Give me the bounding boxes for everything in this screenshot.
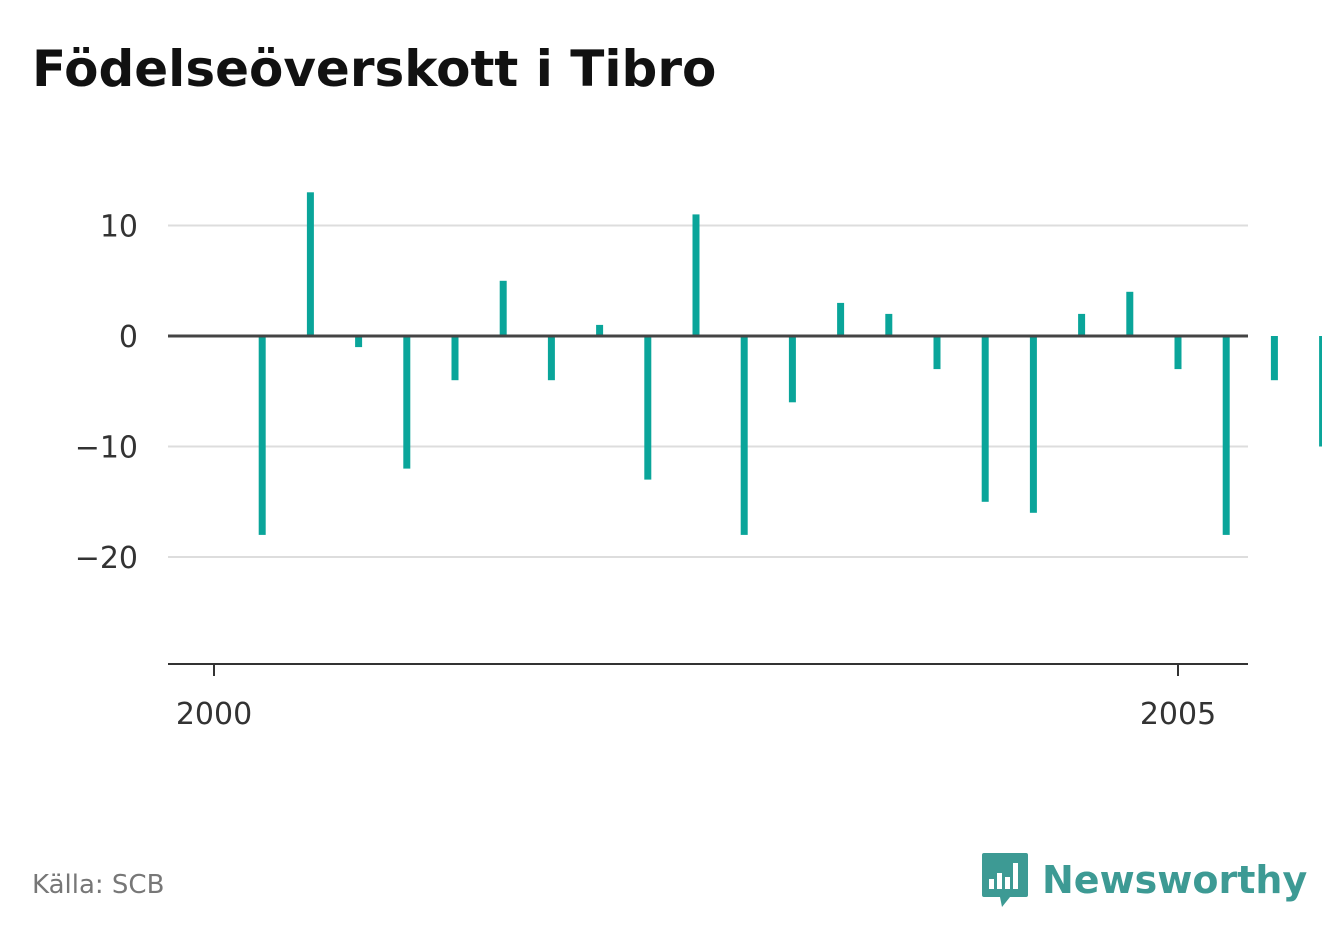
bar — [1029, 336, 1037, 513]
bar — [1174, 336, 1182, 370]
chart: 100−10−20200020052010201520202025 — [75, 192, 1322, 733]
bar — [1126, 291, 1134, 336]
bar — [933, 336, 941, 370]
bar — [644, 336, 652, 480]
page-title: Födelseöverskott i Tibro — [32, 40, 717, 98]
bar — [306, 192, 314, 336]
bar — [403, 336, 411, 469]
x-tick-label: 2000 — [176, 697, 252, 732]
axes — [168, 334, 1248, 676]
bar — [499, 280, 507, 337]
tick-labels: 100−10−20200020052010201520202025 — [75, 210, 1216, 733]
y-tick-label: 0 — [119, 320, 138, 355]
bars — [258, 192, 1322, 535]
bar — [837, 302, 845, 336]
y-tick-label: 10 — [100, 210, 138, 245]
bar — [355, 336, 363, 348]
x-tick-label: 2005 — [1140, 697, 1216, 732]
bar — [1222, 336, 1230, 535]
bar — [1270, 336, 1278, 381]
bar — [740, 336, 748, 535]
bar — [596, 324, 604, 336]
newsworthy-logo-icon — [982, 853, 1028, 907]
bar — [258, 336, 266, 535]
bar — [692, 214, 700, 336]
bar — [788, 336, 796, 403]
bar — [1319, 336, 1322, 447]
grid-lines — [168, 224, 1248, 558]
bar — [451, 336, 459, 381]
brand-name: Newsworthy — [1042, 858, 1308, 902]
y-tick-label: −20 — [75, 541, 138, 576]
bar — [981, 336, 989, 502]
bar — [547, 336, 555, 381]
bar — [1078, 313, 1086, 336]
source-note: Källa: SCB — [32, 870, 165, 900]
bar — [885, 313, 893, 336]
brand-logo: Newsworthy — [980, 850, 1307, 910]
y-tick-label: −10 — [75, 431, 138, 466]
